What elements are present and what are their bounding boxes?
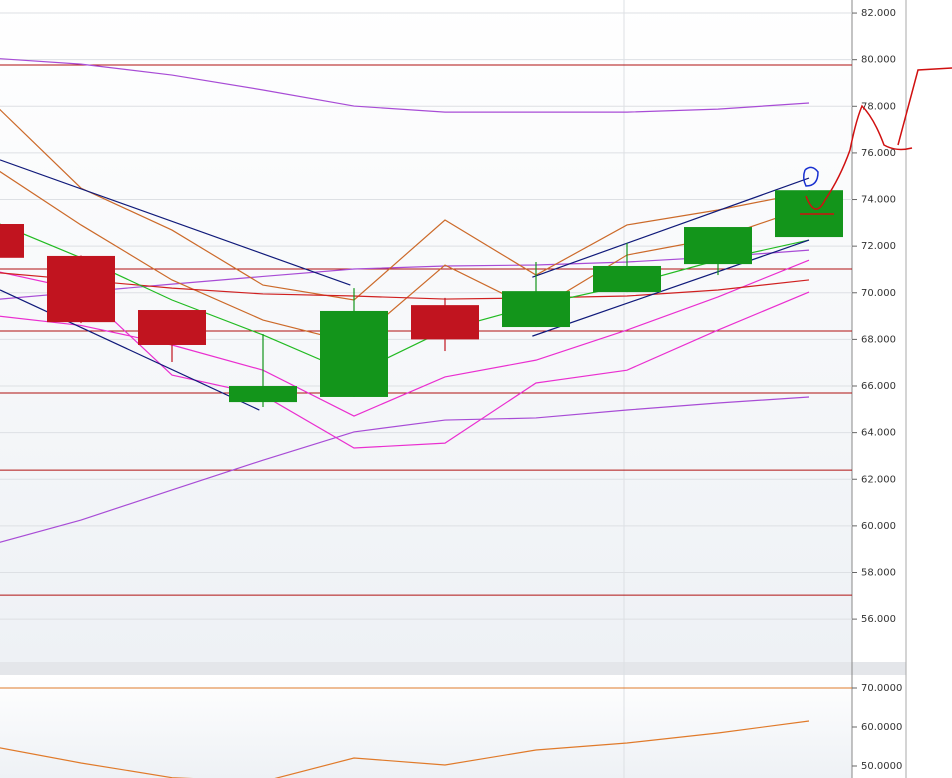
axes: 56.000 58.000 60.000 62.000 64.000 66.000 68.0… xyxy=(852,8,902,772)
y-tick-label: 60.0000 xyxy=(861,722,902,733)
main-plot xyxy=(0,12,852,620)
candle-body xyxy=(502,291,570,328)
y-tick-label: 70.000 xyxy=(861,288,896,299)
y-tick-label: 66.000 xyxy=(861,381,896,392)
trend-line xyxy=(0,289,260,411)
y-tick-label: 80.000 xyxy=(861,55,896,66)
candle-body xyxy=(138,310,206,345)
annotation xyxy=(802,166,819,187)
y-tick-label: 82.000 xyxy=(861,8,896,19)
y-tick-label: 62.000 xyxy=(861,474,896,485)
y-tick-label: 72.000 xyxy=(861,241,896,252)
trend-line xyxy=(532,177,810,278)
indicator-line xyxy=(0,259,810,417)
indicator-line xyxy=(0,223,810,375)
panel-separator xyxy=(0,662,906,675)
indicator-line xyxy=(0,58,810,113)
y-tick-label: 68.000 xyxy=(861,334,896,345)
candle-body xyxy=(411,305,479,340)
y-tick-label: 76.000 xyxy=(861,148,896,159)
y-tick-label: 64.000 xyxy=(861,428,896,439)
indicator-line xyxy=(0,170,810,344)
candle-body xyxy=(320,310,388,397)
candle-body xyxy=(593,265,661,293)
y-tick-label: 74.000 xyxy=(861,195,896,206)
indicator-line xyxy=(0,720,810,778)
candle-body xyxy=(0,224,24,258)
indicator-line xyxy=(0,271,810,449)
sub-panel xyxy=(0,675,852,778)
candle-body xyxy=(684,227,752,265)
annotation xyxy=(800,67,952,215)
trend-line xyxy=(0,159,351,286)
y-tick-label: 60.000 xyxy=(861,521,896,532)
sub-plot xyxy=(0,687,852,778)
indicator-line xyxy=(0,272,810,300)
indicator-line xyxy=(0,396,810,543)
indicator-line xyxy=(0,108,810,301)
trend-line xyxy=(532,239,810,337)
candle-body xyxy=(229,386,297,403)
hand-annotations xyxy=(800,67,952,215)
indicator-line xyxy=(0,249,810,300)
y-tick-label: 56.000 xyxy=(861,614,896,625)
candle-body xyxy=(47,255,115,323)
y-tick-label: 58.000 xyxy=(861,567,896,578)
y-tick-label: 70.0000 xyxy=(861,683,902,694)
y-tick-label: 78.000 xyxy=(861,101,896,112)
y-tick-label: 50.0000 xyxy=(861,761,902,772)
